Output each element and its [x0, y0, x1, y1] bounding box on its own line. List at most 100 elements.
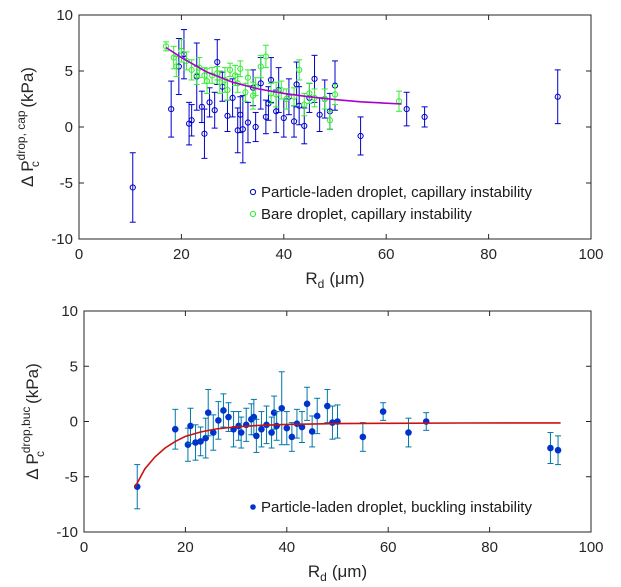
data-point: [183, 57, 190, 65]
legend-marker: [249, 210, 257, 218]
legend-marker: [249, 188, 257, 196]
x-tick-label: 100: [578, 246, 603, 263]
data-point: [301, 122, 308, 129]
series-1: [162, 39, 403, 130]
data-point: [203, 77, 211, 85]
data-point: [244, 119, 252, 126]
data-point: [554, 446, 562, 454]
data-point: [211, 107, 218, 114]
data-point: [288, 433, 296, 441]
data-point: [229, 94, 236, 101]
chart-capillary: 0 20 40 60 80 100 10 5 0 -5 -10 Rd (μm) Δ Pdrop, capc…: [14, 7, 604, 291]
y-label-sub: c: [33, 451, 47, 457]
data-point: [290, 118, 298, 125]
data-point: [204, 409, 212, 416]
y-label-sup: drop, cap: [14, 110, 28, 160]
plot-area: [133, 371, 562, 510]
legend: Particle-laden droplet, buckling instabi…: [250, 499, 532, 516]
y-tick-label: 0: [65, 119, 73, 136]
data-point: [324, 402, 331, 410]
fit-curve: [165, 46, 402, 105]
data-point: [237, 429, 245, 436]
data-point: [206, 99, 213, 106]
data-point: [171, 425, 179, 433]
data-point: [237, 65, 244, 72]
data-point: [242, 89, 249, 96]
data-point: [250, 413, 258, 421]
y-axis-label: Δ Pdrop,bucc (kPa): [19, 363, 47, 480]
data-point: [308, 428, 316, 435]
data-point: [268, 429, 275, 436]
data-point: [267, 76, 275, 84]
y-tick-label: 10: [56, 7, 73, 24]
x-label-sub: d: [320, 570, 327, 584]
y-axis-label: Δ Pdrop, capc (kPa): [14, 67, 42, 187]
data-point: [270, 409, 278, 416]
x-tick-label: 40: [275, 246, 292, 263]
data-point: [216, 79, 223, 86]
data-point: [296, 66, 303, 73]
data-point: [547, 444, 554, 452]
data-point: [257, 80, 264, 87]
y-label-unit: (kPa): [18, 67, 37, 112]
y-tick-label: 10: [61, 303, 78, 320]
data-point: [129, 184, 136, 191]
data-point: [215, 417, 222, 424]
data-point: [421, 113, 428, 121]
x-label-unit: (μm): [329, 269, 364, 288]
data-point: [226, 66, 234, 73]
x-axis-label: Rd (μm): [305, 269, 364, 291]
y-label-main: Δ P: [23, 453, 42, 479]
y-tick-label: 0: [70, 414, 78, 431]
x-tick-label: 60: [380, 539, 397, 556]
data-point: [253, 432, 260, 440]
x-label-sub: d: [318, 277, 325, 291]
y-label-sup: drop,buc: [19, 407, 33, 454]
data-point: [280, 114, 287, 122]
data-point: [257, 63, 264, 70]
data-point: [405, 429, 412, 436]
x-tick-label: 80: [480, 246, 497, 263]
y-tick-label: 5: [65, 63, 73, 80]
data-point: [326, 117, 333, 124]
data-point: [252, 123, 259, 131]
data-point: [283, 95, 290, 103]
y-tick-label: -5: [65, 469, 78, 486]
data-point: [379, 408, 387, 415]
data-point: [301, 101, 308, 108]
data-point: [224, 86, 231, 94]
data-point: [178, 47, 185, 54]
y-tick-label: -10: [51, 231, 73, 248]
x-label-main: R: [305, 269, 317, 288]
x-tick-label: 60: [378, 246, 395, 263]
data-point: [303, 400, 311, 408]
data-point: [278, 404, 286, 412]
x-tick-label: 40: [278, 539, 295, 556]
x-label-unit: (μm): [332, 562, 367, 581]
data-point: [554, 93, 561, 100]
data-point: [258, 425, 265, 433]
data-point: [162, 43, 170, 50]
y-label-sub: c: [28, 161, 42, 167]
data-point: [173, 63, 180, 70]
x-axis-label: Rd (μm): [308, 562, 367, 584]
data-point: [262, 53, 269, 60]
legend-label: Particle-laden droplet, buckling instabi…: [261, 499, 532, 516]
data-point: [201, 130, 208, 137]
data-point: [188, 117, 195, 124]
y-tick-label: -5: [60, 175, 73, 192]
y-label-unit: (kPa): [23, 363, 42, 408]
data-point: [168, 105, 175, 113]
x-tick-label: 20: [177, 539, 194, 556]
data-point: [283, 424, 291, 432]
y-tick-label: -10: [56, 524, 78, 541]
x-label-main: R: [308, 562, 320, 581]
x-tick-label: 20: [173, 246, 190, 263]
plot-area: [129, 29, 561, 223]
data-point: [187, 422, 194, 430]
fit-curve: [133, 422, 561, 489]
data-point: [220, 407, 227, 414]
data-point: [357, 132, 364, 140]
legend-marker: [250, 504, 256, 510]
